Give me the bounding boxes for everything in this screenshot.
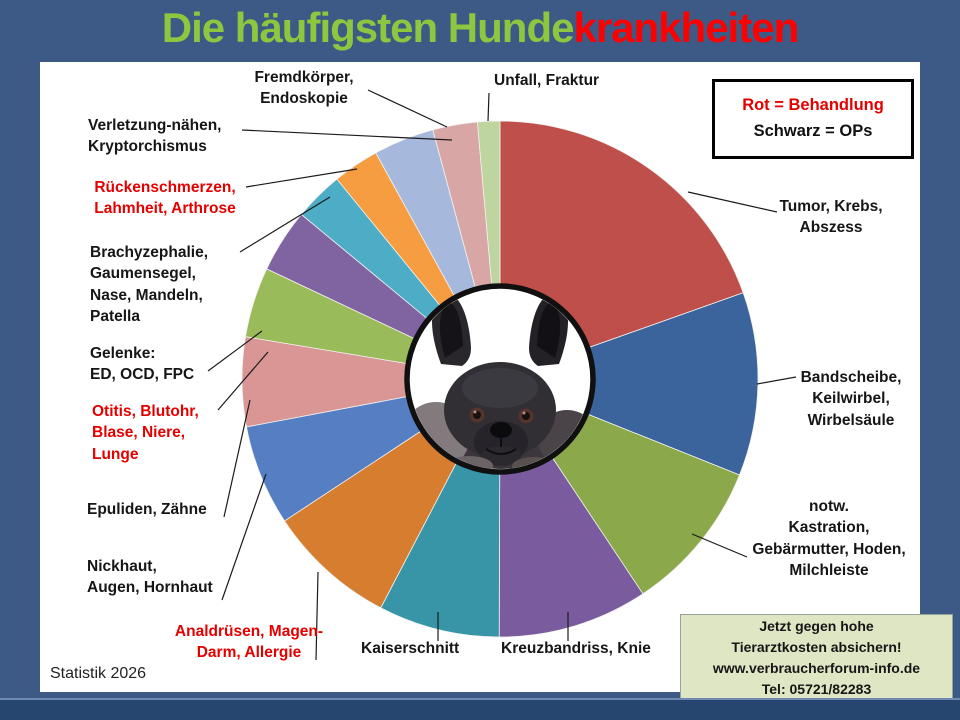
leader-line-kastration [691, 533, 748, 558]
slice-label-nickhaut: Nickhaut, Augen, Hornhaut [87, 558, 213, 597]
page-title-green: Die häufigsten Hunde [161, 4, 575, 51]
leader-line-gelenke [207, 330, 263, 372]
leader-line-fremdkoerper [367, 89, 448, 128]
slice-label-brachyzephalie: Brachyzephalie, Gaumensegel, Nase, Mande… [90, 244, 209, 326]
bottom-strip [0, 698, 960, 720]
legend-line-ops: Schwarz = OPs [753, 122, 873, 140]
leader-lines [207, 89, 797, 661]
advert-line-1: Jetzt gegen hohe [759, 617, 874, 634]
advert-box: Jetzt gegen hohe Tierarztkosten absicher… [680, 614, 953, 701]
leader-line-analdruesen [315, 571, 319, 661]
slice-label-epuliden: Epuliden, Zähne [87, 501, 207, 518]
advert-url: www.verbraucherforum-info.de [712, 659, 921, 676]
leader-line-tumor [687, 191, 778, 213]
leader-line-nickhaut [221, 473, 267, 601]
slice-label-kastration: notw. Kastration, Gebärmutter, Hoden, Mi… [752, 498, 906, 580]
statistics-footnote: Statistik 2026 [50, 665, 147, 682]
slice-label-kaiserschnitt: Kaiserschnitt [361, 640, 460, 657]
slice-label-bandscheibe: Bandscheibe, Keilwirbel, Wirbelsäule [800, 369, 902, 429]
slice-label-rueckenschmerzen: Rückenschmerzen, Lahmheit, Arthrose [94, 179, 236, 218]
slice-label-analdruesen: Analdrüsen, Magen- Darm, Allergie [174, 623, 324, 662]
advert-phone: Tel: 05721/82283 [761, 680, 872, 697]
slice-label-otitis: Otitis, Blutohr, Blase, Niere, Lunge [92, 403, 199, 463]
slice-label-tumor: Tumor, Krebs, Abszess [779, 198, 883, 237]
slice-label-fremdkoerper: Fremdkörper, Endoskopie [254, 69, 354, 108]
page-title-red: krankheiten [573, 4, 799, 51]
leader-line-brachyzephalie [239, 196, 331, 253]
leader-line-bandscheibe [756, 376, 797, 385]
slice-label-gelenke: Gelenke: ED, OCD, FPC [90, 345, 195, 384]
advert-line-2: Tierarztkosten absichern! [731, 638, 902, 655]
slice-label-kreuzbandriss: Kreuzbandriss, Knie [501, 640, 651, 657]
leader-line-rueckenschmerzen [245, 168, 358, 188]
legend-line-behandlung: Rot = Behandlung [742, 96, 884, 115]
leader-line-verletzung [241, 129, 453, 141]
leader-line-epuliden [223, 399, 251, 518]
page-title: Die häufigsten Hundekrankheiten [0, 4, 960, 52]
color-legend: Rot = Behandlung Schwarz = OPs [712, 79, 914, 159]
leader-line-unfall [487, 92, 490, 122]
slice-label-verletzung: Verletzung-nähen, Kryptorchismus [88, 117, 222, 156]
slice-label-unfall: Unfall, Fraktur [494, 72, 600, 89]
leader-line-otitis [217, 351, 269, 411]
